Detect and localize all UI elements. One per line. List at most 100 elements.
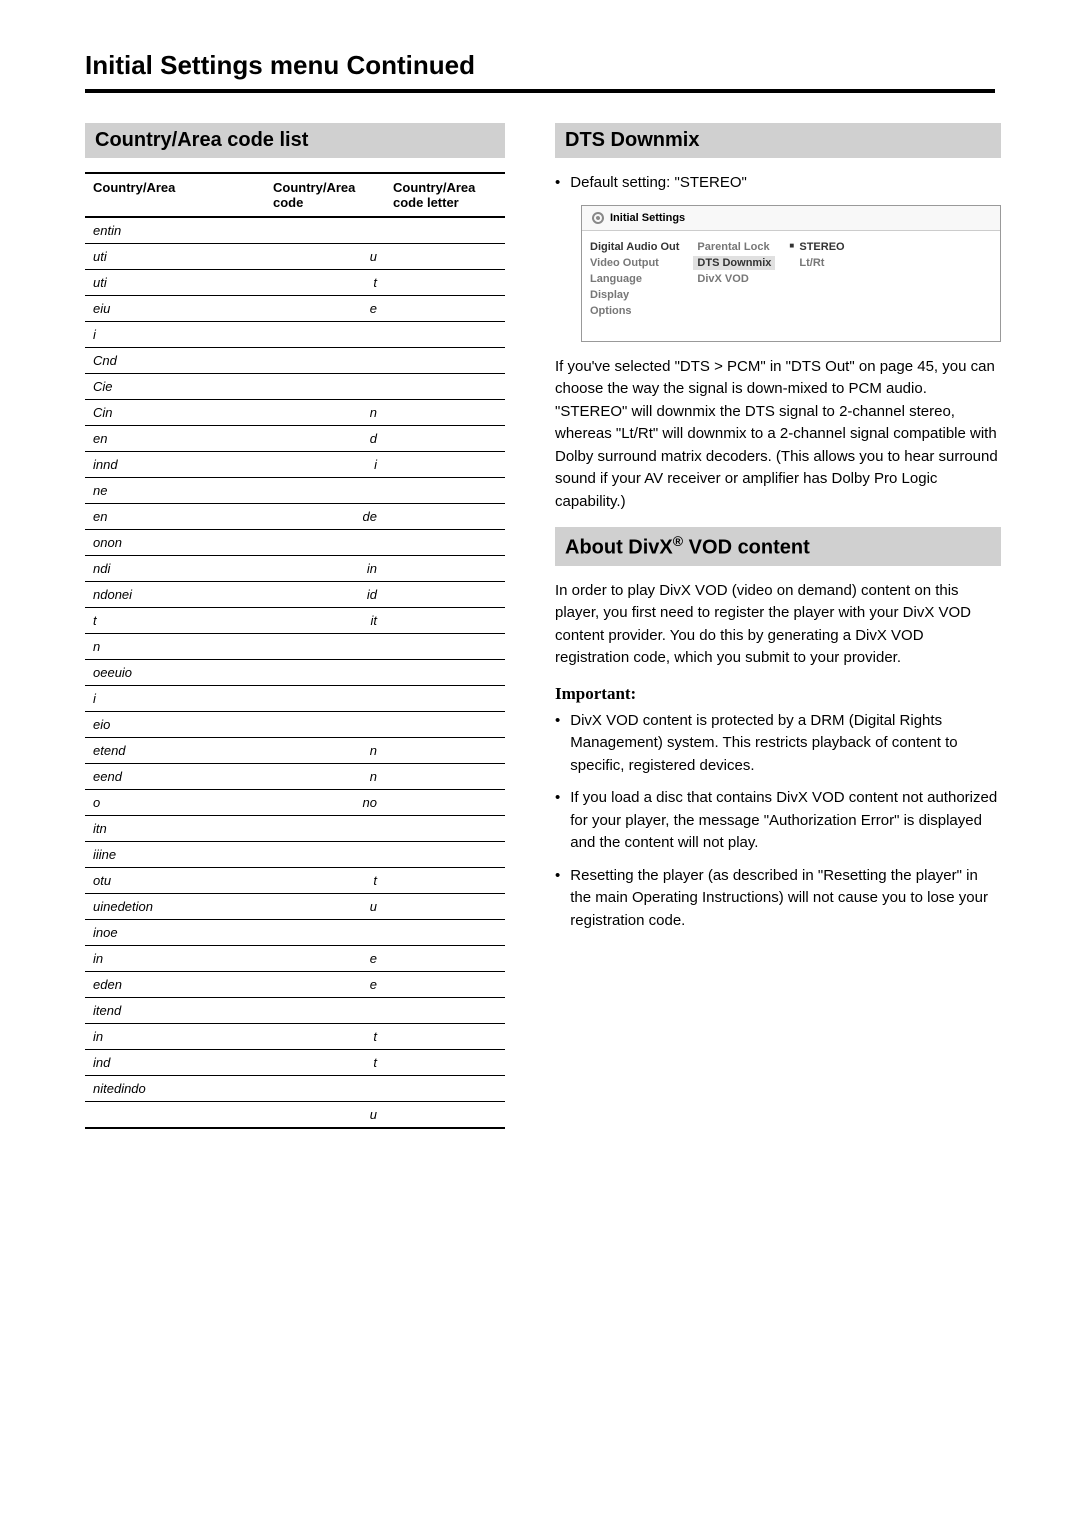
divx-header-pre: About DivX: [565, 537, 673, 559]
table-cell: [385, 270, 505, 296]
ui-c1-4: Options: [590, 305, 679, 317]
table-row: end: [85, 426, 505, 452]
table-row: ne: [85, 478, 505, 504]
table-cell: [385, 1076, 505, 1102]
table-cell: eden: [85, 972, 265, 998]
dts-header: DTS Downmix: [555, 123, 1001, 158]
table-cell: [385, 868, 505, 894]
ui-title: Initial Settings: [610, 212, 685, 224]
table-cell: [265, 712, 385, 738]
table-cell: [265, 816, 385, 842]
table-cell: n: [265, 400, 385, 426]
table-cell: [385, 998, 505, 1024]
ui-c2-2: DivX VOD: [697, 273, 771, 285]
table-row: uinedetionu: [85, 894, 505, 920]
list-item: •Resetting the player (as described in "…: [555, 865, 1001, 933]
table-row: ende: [85, 504, 505, 530]
page-title: Initial Settings menu Continued: [85, 50, 995, 81]
bullet-dot: •: [555, 172, 560, 195]
table-cell: [385, 920, 505, 946]
table-cell: i: [85, 686, 265, 712]
table-row: i: [85, 686, 505, 712]
table-cell: u: [265, 1102, 385, 1129]
ui-c1-2: Language: [590, 273, 679, 285]
divx-intro: In order to play DivX VOD (video on dema…: [555, 580, 1001, 670]
table-cell: uti: [85, 244, 265, 270]
table-cell: id: [265, 582, 385, 608]
table-cell: [385, 400, 505, 426]
table-row: Cinn: [85, 400, 505, 426]
table-row: entin: [85, 217, 505, 244]
table-row: itn: [85, 816, 505, 842]
disc-icon: [590, 210, 605, 225]
table-cell: ndonei: [85, 582, 265, 608]
table-cell: in: [265, 556, 385, 582]
table-cell: uti: [85, 270, 265, 296]
table-cell: ne: [85, 478, 265, 504]
table-cell: [385, 348, 505, 374]
table-row: eio: [85, 712, 505, 738]
table-cell: in: [85, 1024, 265, 1050]
th-country: Country/Area: [85, 173, 265, 217]
table-cell: t: [265, 868, 385, 894]
table-cell: iiine: [85, 842, 265, 868]
important-label: Important:: [555, 684, 1001, 704]
table-cell: en: [85, 426, 265, 452]
table-cell: [265, 348, 385, 374]
country-code-table: Country/Area Country/Area code Country/A…: [85, 172, 505, 1129]
table-cell: itn: [85, 816, 265, 842]
table-cell: oeeuio: [85, 660, 265, 686]
table-cell: [385, 1024, 505, 1050]
table-row: inoe: [85, 920, 505, 946]
ui-titlebar: Initial Settings: [582, 206, 1000, 231]
right-column: DTS Downmix • Default setting: "STEREO" …: [555, 123, 1001, 1129]
table-cell: ndi: [85, 556, 265, 582]
bullet-dot: •: [555, 865, 560, 933]
table-cell: [265, 478, 385, 504]
table-cell: [385, 478, 505, 504]
table-row: int: [85, 1024, 505, 1050]
table-cell: Cin: [85, 400, 265, 426]
table-cell: e: [265, 972, 385, 998]
page-title-light: Continued: [339, 50, 475, 80]
table-row: i: [85, 322, 505, 348]
table-cell: eend: [85, 764, 265, 790]
settings-ui-screenshot: Initial Settings Digital Audio Out Video…: [581, 205, 1001, 342]
bullet-dot: •: [555, 710, 560, 778]
table-cell: u: [265, 244, 385, 270]
table-cell: Cie: [85, 374, 265, 400]
table-row: Cnd: [85, 348, 505, 374]
ui-c3-1: Lt/Rt: [789, 257, 844, 269]
table-cell: t: [265, 270, 385, 296]
table-cell: d: [265, 426, 385, 452]
table-cell: nitedindo: [85, 1076, 265, 1102]
table-cell: [265, 530, 385, 556]
table-cell: en: [85, 504, 265, 530]
country-code-header: Country/Area code list: [85, 123, 505, 158]
table-cell: [385, 556, 505, 582]
table-row: indt: [85, 1050, 505, 1076]
table-row: edene: [85, 972, 505, 998]
table-cell: entin: [85, 217, 265, 244]
table-row: n: [85, 634, 505, 660]
table-cell: [385, 946, 505, 972]
table-cell: itend: [85, 998, 265, 1024]
table-cell: [385, 686, 505, 712]
table-cell: [385, 582, 505, 608]
table-row: tit: [85, 608, 505, 634]
ui-c1-3: Display: [590, 289, 679, 301]
table-cell: e: [265, 946, 385, 972]
dts-default: • Default setting: "STEREO": [555, 172, 1001, 195]
dts-default-text: Default setting: "STEREO": [570, 172, 1001, 195]
table-row: ndoneiid: [85, 582, 505, 608]
divx-header-post: VOD content: [683, 537, 810, 559]
th-letter: Country/Area code letter: [385, 173, 505, 217]
table-cell: u: [265, 894, 385, 920]
table-cell: ind: [85, 1050, 265, 1076]
table-cell: [85, 1102, 265, 1129]
table-cell: otu: [85, 868, 265, 894]
table-cell: [385, 1102, 505, 1129]
table-cell: eiu: [85, 296, 265, 322]
table-cell: [385, 374, 505, 400]
table-cell: no: [265, 790, 385, 816]
